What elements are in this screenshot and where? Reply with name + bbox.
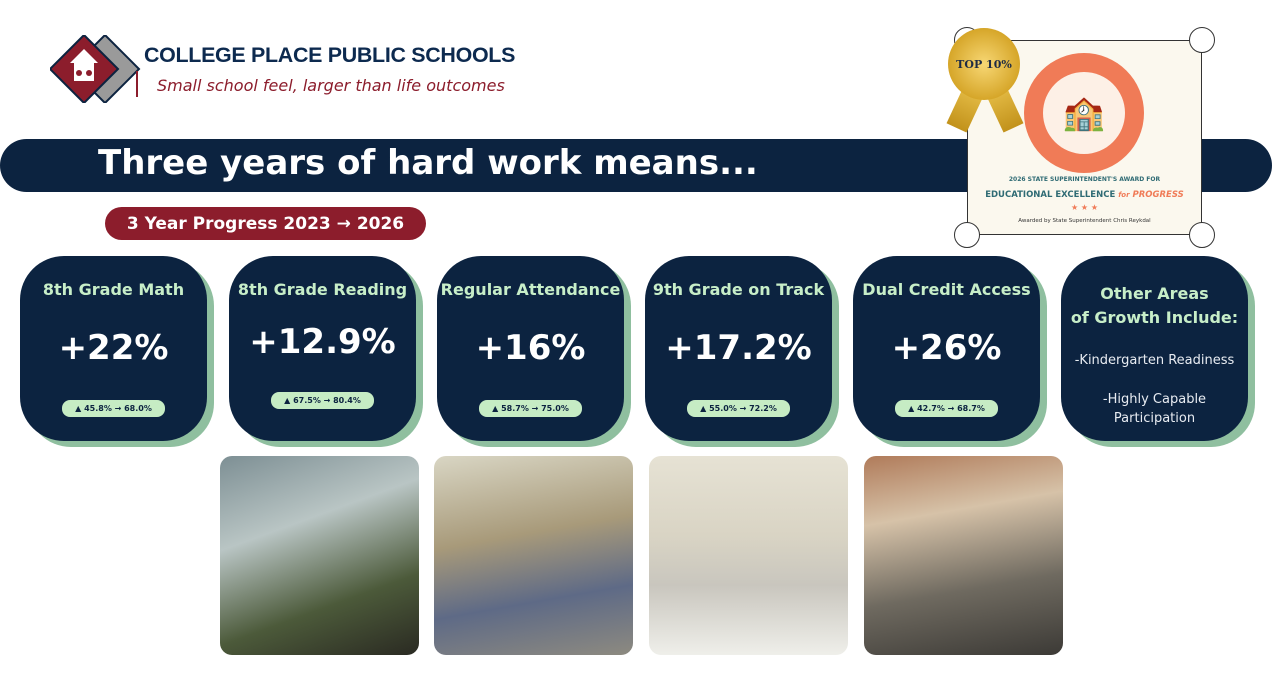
- award-line-2: EDUCATIONAL EXCELLENCE for PROGRESS: [967, 190, 1202, 200]
- metric-card-9th-grade: 9th Grade on Track +17.2% ▲ 55.0% → 72.2…: [645, 256, 832, 441]
- other-item-kindergarten: -Kindergarten Readiness: [1074, 353, 1235, 368]
- metric-value: +22%: [58, 328, 169, 368]
- metric-title: Dual Credit Access: [862, 280, 1031, 299]
- award-progress: PROGRESS: [1132, 190, 1184, 200]
- award-line-1-text: 2026 STATE SUPERINTENDENT'S AWARD FOR: [1008, 176, 1161, 183]
- metric-value: +17.2%: [665, 328, 812, 368]
- metric-card-dual-credit: Dual Credit Access +26% ▲ 42.7% → 68.7%: [853, 256, 1040, 441]
- metric-value: +16%: [475, 328, 586, 368]
- metric-change-pill: ▲ 67.5% → 80.4%: [271, 392, 374, 409]
- award-for: for: [1118, 191, 1130, 199]
- tagline: Small school feel, larger than life outc…: [157, 76, 505, 95]
- metric-value: +26%: [891, 328, 1002, 368]
- photo-kids-at-computers: [864, 456, 1063, 655]
- metric-change-pill: ▲ 58.7% → 75.0%: [479, 400, 582, 417]
- metric-title: 8th Grade Math: [42, 280, 185, 299]
- school-logo: [50, 35, 141, 103]
- schoolhouse-book-icon: 🏫: [1043, 72, 1125, 154]
- headline: Three years of hard work means...: [98, 143, 758, 183]
- school-name: COLLEGE PLACE PUBLIC SCHOOLS: [144, 44, 516, 67]
- other-title-1: Other Areas: [1100, 284, 1209, 303]
- award-stars: ★ ★ ★: [1070, 203, 1099, 212]
- metric-card-reading: 8th Grade Reading +12.9% ▲ 67.5% → 80.4%: [229, 256, 416, 441]
- photo-teacher-with-student: [434, 456, 633, 655]
- metric-title: 9th Grade on Track: [652, 280, 825, 299]
- other-item-participation: Participation: [1113, 411, 1196, 426]
- other-item-highly-capable: -Highly Capable: [1102, 392, 1207, 407]
- top-10-medal: TOP 10%: [948, 28, 1020, 100]
- metric-value: +12.9%: [249, 322, 396, 362]
- award-seal: 🏫: [1024, 53, 1144, 173]
- metric-title: Regular Attendance: [440, 280, 621, 299]
- metric-change-pill: ▲ 55.0% → 72.2%: [687, 400, 790, 417]
- award-line-2-main: EDUCATIONAL EXCELLENCE: [985, 190, 1116, 200]
- metric-change-pill: ▲ 42.7% → 68.7%: [895, 400, 998, 417]
- award-line-3: Awarded by State Superintendent Chris Re…: [1018, 218, 1151, 224]
- metric-change-pill: ▲ 45.8% → 68.0%: [62, 400, 165, 417]
- photo-student-writing-on-glass: [220, 456, 419, 655]
- metric-card-math: 8th Grade Math +22% ▲ 45.8% → 68.0%: [20, 256, 207, 441]
- other-growth-card: Other Areas of Growth Include: -Kinderga…: [1061, 256, 1248, 441]
- metric-card-attendance: Regular Attendance +16% ▲ 58.7% → 75.0%: [437, 256, 624, 441]
- other-title-2: of Growth Include:: [1070, 308, 1239, 327]
- progress-period-pill: 3 Year Progress 2023 → 2026: [105, 207, 426, 240]
- award-line-1: 2026 STATE SUPERINTENDENT'S AWARD FOR: [967, 176, 1202, 183]
- photo-student-in-lab-coat: [649, 456, 848, 655]
- metric-title: 8th Grade Reading: [237, 280, 408, 299]
